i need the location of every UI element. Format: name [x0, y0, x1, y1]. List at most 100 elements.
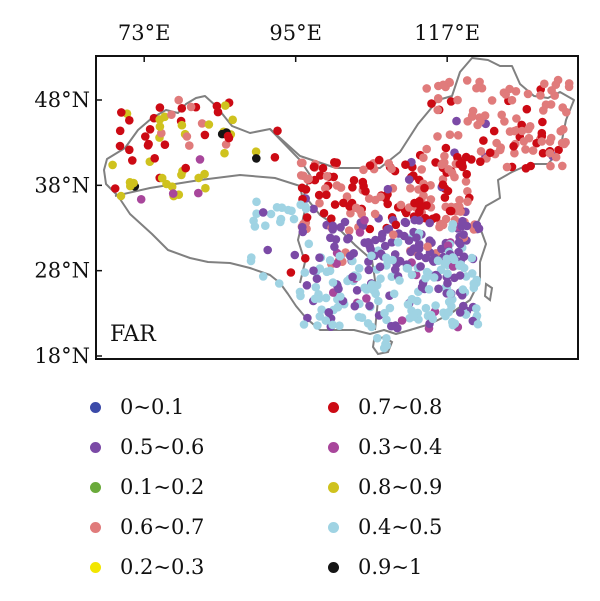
- station-dot: [476, 116, 485, 126]
- station-dot: [363, 319, 373, 328]
- station-dot: [419, 153, 428, 162]
- station-dot: [545, 148, 555, 158]
- legend-swatch: [328, 561, 339, 573]
- xinjiang-tibet-border: [114, 173, 301, 197]
- station-dot: [455, 308, 465, 317]
- station-dot: [339, 198, 348, 208]
- station-dot: [437, 244, 446, 254]
- station-points: [108, 75, 574, 353]
- station-dot: [266, 209, 276, 219]
- station-dot: [314, 190, 324, 200]
- station-dot: [195, 155, 205, 164]
- legend-item: 0.9~1: [328, 552, 422, 582]
- station-dot: [220, 148, 229, 158]
- station-dot: [417, 282, 427, 292]
- legend-item: 0.1~0.2: [90, 472, 204, 502]
- station-dot: [335, 321, 344, 331]
- station-dot: [332, 181, 342, 190]
- station-dot: [448, 220, 458, 229]
- station-dot: [472, 83, 481, 93]
- station-dot: [434, 284, 443, 294]
- station-dot: [301, 204, 311, 213]
- station-dot: [433, 132, 442, 141]
- station-dot: [136, 195, 146, 204]
- station-dot: [324, 308, 334, 317]
- station-dot: [448, 262, 458, 271]
- station-dot: [444, 307, 454, 317]
- station-dot: [423, 242, 432, 251]
- station-dot: [545, 137, 555, 146]
- station-dot: [115, 141, 125, 151]
- station-dot: [469, 279, 479, 289]
- station-dot: [517, 126, 527, 136]
- station-dot: [318, 163, 328, 173]
- station-dot: [155, 122, 165, 131]
- station-dot: [261, 221, 270, 230]
- station-dot: [125, 145, 134, 155]
- station-dot: [370, 209, 380, 219]
- station-dot: [523, 89, 533, 99]
- station-dot: [363, 238, 373, 247]
- station-dot: [510, 148, 519, 158]
- station-dot: [313, 321, 322, 330]
- station-dot: [359, 165, 368, 175]
- station-dot: [420, 183, 429, 193]
- axis-tick-labels: 73°E 95°E 117°E 48°N 38°N 28°N 18°N: [34, 21, 480, 368]
- station-dot: [455, 271, 465, 280]
- station-dot: [538, 117, 547, 127]
- station-dot: [125, 116, 134, 125]
- station-dot: [319, 208, 329, 218]
- station-dot: [473, 319, 483, 329]
- station-dot: [352, 286, 362, 295]
- station-dot: [290, 250, 300, 260]
- station-dot: [177, 120, 187, 130]
- legend-label: 0.1~0.2: [120, 475, 205, 499]
- station-dot: [200, 130, 210, 140]
- station-dot: [186, 102, 196, 112]
- station-dot: [400, 217, 410, 227]
- legend-label: 0.3~0.4: [358, 435, 443, 459]
- station-dot: [433, 256, 443, 266]
- station-dot: [551, 80, 561, 89]
- station-dot: [330, 200, 340, 209]
- station-dot: [422, 84, 432, 93]
- station-dot: [343, 234, 352, 244]
- legend-label: 0.8~0.9: [358, 475, 443, 499]
- station-dot: [322, 171, 332, 181]
- station-dot: [357, 313, 367, 323]
- station-dot: [521, 164, 531, 173]
- station-dot: [479, 136, 488, 145]
- station-dot: [375, 262, 385, 272]
- station-dot: [459, 263, 469, 273]
- station-dot: [263, 245, 273, 255]
- station-dot: [157, 128, 166, 138]
- station-dot: [551, 152, 561, 162]
- legend-item: 0~0.1: [90, 392, 184, 422]
- station-dot: [371, 289, 381, 299]
- legend-item: 0.3~0.4: [328, 432, 442, 462]
- station-dot: [298, 227, 308, 237]
- station-dot: [489, 126, 499, 136]
- station-dot: [365, 301, 374, 311]
- station-dot: [440, 193, 450, 202]
- station-dot: [437, 160, 447, 170]
- station-dot: [558, 161, 567, 171]
- station-dot: [348, 272, 357, 282]
- station-dot: [409, 244, 419, 253]
- station-dot: [327, 214, 336, 223]
- station-dot: [310, 294, 320, 304]
- station-dot: [276, 217, 285, 227]
- station-dot: [367, 280, 377, 289]
- station-dot: [546, 161, 555, 171]
- taiwan-island: [483, 282, 494, 302]
- station-dot: [362, 294, 371, 303]
- station-dot: [332, 158, 342, 167]
- station-dot: [502, 162, 512, 172]
- station-dot: [228, 115, 237, 125]
- station-dot: [389, 289, 399, 299]
- map-frame: [95, 55, 579, 360]
- station-dot: [550, 91, 559, 100]
- x-tick-label: 117°E: [414, 21, 480, 45]
- station-dot: [144, 139, 153, 149]
- station-dot: [448, 317, 457, 327]
